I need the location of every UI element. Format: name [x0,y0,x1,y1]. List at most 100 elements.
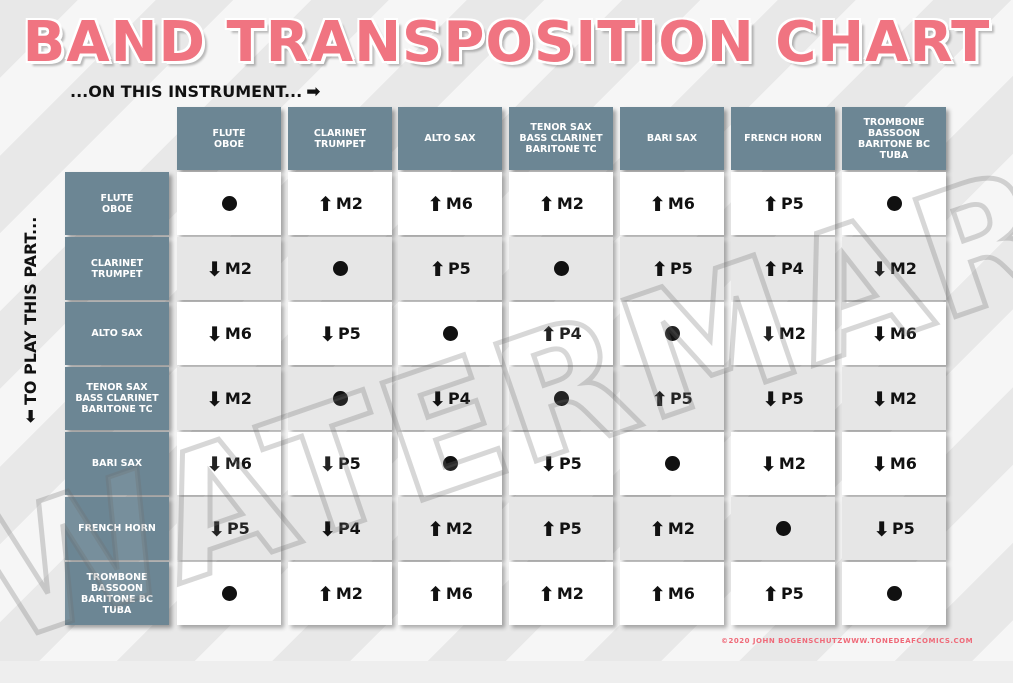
interval-label: P4 [558,324,582,343]
table-cell: ⬇ P5 [177,497,281,560]
interval-label: P4 [447,389,471,408]
arrow-left-icon: ⬅ [21,409,41,424]
arrow-up-icon: ⬆ [540,516,557,541]
arrow-down-icon: ⬇ [319,516,336,541]
table-cell: ⬇ P4 [288,497,392,560]
arrow-up-icon: ⬆ [649,581,666,606]
arrow-up-icon: ⬆ [762,256,779,281]
interval-label: P5 [337,324,361,343]
column-hint-label: ...ON THIS INSTRUMENT... [70,82,303,101]
interval-label: M2 [335,584,363,603]
interval-label: M2 [445,519,473,538]
arrow-down-icon: ⬇ [540,451,557,476]
page-title: BAND TRANSPOSITION CHART [22,10,991,75]
table-cell: ⬇ P4 [398,367,502,430]
dot-icon [221,586,237,601]
interval-label: M6 [445,194,473,213]
dot-icon [886,196,902,211]
dot-icon [332,391,348,406]
table-cell: ⬆ M6 [398,562,502,625]
interval-label: P5 [558,454,582,473]
table-cell: ⬇ M2 [731,432,835,495]
arrow-down-icon: ⬇ [206,451,223,476]
arrow-up-icon: ⬆ [427,516,444,541]
column-axis-hint: ...ON THIS INSTRUMENT... ➡ [70,82,320,102]
table-cell: ⬆ M2 [288,172,392,235]
interval-label: P5 [226,519,250,538]
table-cell: ⬇ M6 [177,432,281,495]
row-header: TROMBONE BASSOON BARITONE BC TUBA [65,562,169,625]
arrow-down-icon: ⬇ [760,321,777,346]
interval-label: P4 [780,259,804,278]
arrow-down-icon: ⬇ [319,321,336,346]
row-header: TENOR SAX BASS CLARINET BARITONE TC [65,367,169,430]
arrow-up-icon: ⬆ [427,191,444,216]
copyright-credit: ©2020 JOHN BOGENSCHUTZ [721,637,843,645]
table-cell [509,367,613,430]
table-cell: ⬆ M2 [620,497,724,560]
arrow-down-icon: ⬇ [429,386,446,411]
table-cell: ⬆ M6 [398,172,502,235]
interval-label: M2 [224,389,252,408]
row-header: FLUTE OBOE [65,172,169,235]
table-cell [620,302,724,365]
website-link[interactable]: WWW.TONEDEAFCOMICS.COM [843,637,974,645]
interval-label: P5 [891,519,915,538]
arrow-up-icon: ⬆ [762,581,779,606]
arrow-down-icon: ⬇ [871,386,888,411]
arrow-down-icon: ⬇ [760,451,777,476]
row-hint-label: TO PLAY THIS PART... [21,216,40,406]
interval-label: M2 [889,389,917,408]
arrow-up-icon: ⬆ [538,191,555,216]
interval-label: M2 [889,259,917,278]
interval-label: M6 [889,324,917,343]
arrow-up-icon: ⬆ [317,191,334,216]
arrow-up-icon: ⬆ [317,581,334,606]
interval-label: P5 [558,519,582,538]
arrow-up-icon: ⬆ [427,581,444,606]
interval-label: M6 [445,584,473,603]
arrow-down-icon: ⬇ [208,516,225,541]
table-cell: ⬆ P5 [731,172,835,235]
interval-label: M2 [778,454,806,473]
column-header: ALTO SAX [398,107,502,170]
arrow-up-icon: ⬆ [762,191,779,216]
table-cell [288,367,392,430]
table-cell: ⬇ M2 [731,302,835,365]
column-header: CLARINET TRUMPET [288,107,392,170]
interval-label: P5 [780,584,804,603]
arrow-down-icon: ⬇ [762,386,779,411]
table-cell: ⬇ M2 [842,237,946,300]
table-cell [620,432,724,495]
arrow-down-icon: ⬇ [873,516,890,541]
arrow-down-icon: ⬇ [871,256,888,281]
transposition-table: FLUTE OBOE FLUTE OBOE CLARINET TRUMPET CLAR… [65,107,946,625]
table-cell: ⬇ P5 [731,367,835,430]
arrow-down-icon: ⬇ [871,451,888,476]
dot-icon [221,196,237,211]
table-cell: ⬆ P5 [620,237,724,300]
arrow-up-icon: ⬆ [649,516,666,541]
dot-icon [664,326,680,341]
table-cell: ⬆ P4 [509,302,613,365]
interval-label: P5 [780,194,804,213]
table-cell [398,432,502,495]
table-cell: ⬆ P5 [398,237,502,300]
arrow-up-icon: ⬆ [429,256,446,281]
table-cell: ⬆ M2 [509,172,613,235]
arrow-up-icon: ⬆ [649,191,666,216]
table-cell: ⬆ M2 [398,497,502,560]
table-cell: ⬆ P4 [731,237,835,300]
row-axis-hint: ⬅ TO PLAY THIS PART... [21,140,43,500]
table-cell: ⬆ M2 [509,562,613,625]
dot-icon [664,456,680,471]
table-cell [398,302,502,365]
table-cell: ⬇ M2 [842,367,946,430]
arrow-down-icon: ⬇ [319,451,336,476]
interval-label: M6 [667,584,695,603]
row-header: FRENCH HORN [65,497,169,560]
table-cell: ⬇ M2 [177,237,281,300]
dot-icon [332,261,348,276]
arrow-down-icon: ⬇ [871,321,888,346]
column-header: TENOR SAX BASS CLARINET BARITONE TC [509,107,613,170]
